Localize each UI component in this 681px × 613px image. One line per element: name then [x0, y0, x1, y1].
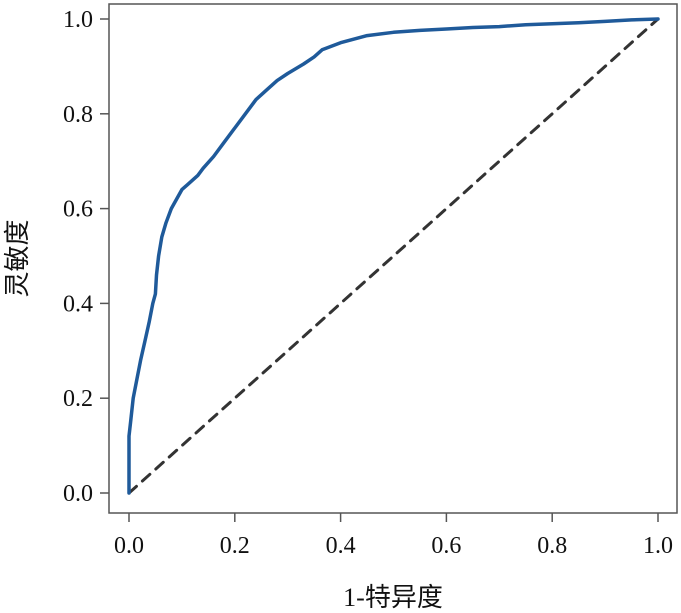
x-tick-label: 0.0 [114, 533, 144, 559]
x-tick-label: 0.4 [326, 533, 356, 559]
roc-curve-line [127, 17, 660, 495]
x-tick-label: 0.6 [431, 533, 461, 559]
y-tick-label: 0.2 [63, 386, 93, 412]
y-tick-label: 0.8 [63, 102, 93, 128]
y-tick-label: 0.0 [63, 481, 93, 507]
reference-diagonal-line [127, 17, 660, 495]
plot-frame [108, 3, 678, 514]
x-tick-label: 0.8 [537, 533, 567, 559]
reference-layer [127, 17, 660, 495]
x-tick-label: 1.0 [643, 533, 673, 559]
y-axis: 0.0 0.2 0.4 0.6 0.8 1.0 [63, 7, 109, 507]
y-tick-label: 1.0 [63, 7, 93, 33]
y-tick-label: 0.6 [63, 197, 93, 223]
x-axis-title: 1-特异度 [343, 583, 443, 612]
x-tick-label: 0.2 [220, 533, 250, 559]
y-tick-label: 0.4 [63, 291, 93, 317]
x-axis: 0.0 0.2 0.4 0.6 0.8 1.0 [114, 513, 673, 559]
y-axis-title: 灵敏度 [3, 219, 32, 297]
curve-layer [127, 17, 660, 495]
